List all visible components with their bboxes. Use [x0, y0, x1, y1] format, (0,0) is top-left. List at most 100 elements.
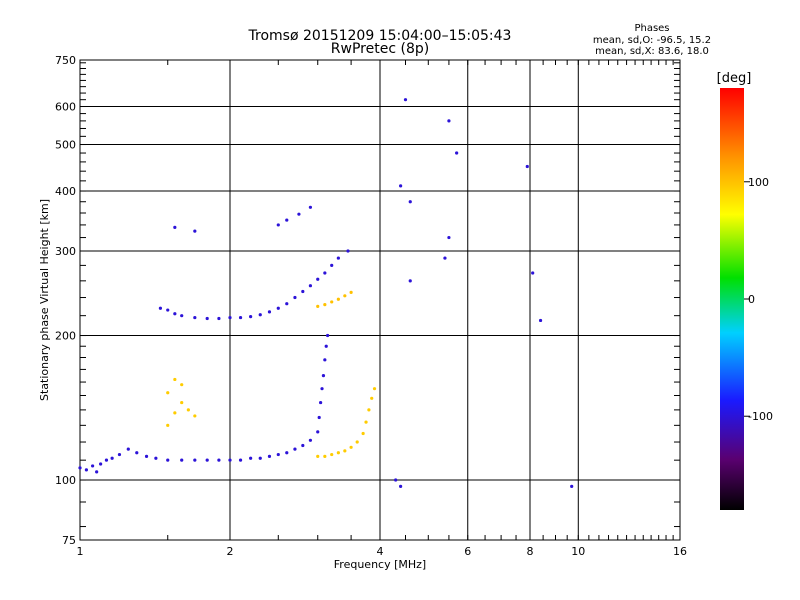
data-point: [361, 431, 365, 436]
data-point: [238, 315, 243, 320]
data-point: [399, 184, 403, 188]
colorbar-tick-label: 0: [748, 293, 755, 306]
data-point: [326, 333, 330, 338]
data-point: [205, 458, 209, 462]
colorbar: [deg] -100 0 100: [717, 71, 773, 510]
data-point: [91, 464, 95, 468]
data-point: [126, 447, 130, 451]
data-point: [297, 212, 301, 216]
data-point: [166, 423, 170, 427]
data-point: [186, 408, 190, 412]
data-point: [293, 295, 297, 300]
x-tick-label: 8: [527, 545, 534, 558]
data-point: [330, 263, 334, 267]
data-point: [443, 256, 447, 260]
y-tick-label: 600: [55, 101, 76, 114]
x-tick-label: 6: [464, 545, 471, 558]
data-point: [173, 312, 177, 316]
data-point: [217, 316, 221, 321]
x-tick-label: 4: [377, 545, 384, 558]
data-point: [180, 400, 184, 405]
y-tick-label: 750: [55, 54, 76, 67]
data-point: [78, 466, 82, 470]
data-point: [285, 451, 289, 455]
data-point: [330, 300, 334, 304]
data-point: [447, 119, 451, 123]
data-point: [180, 383, 184, 387]
data-point: [316, 454, 320, 459]
data-point: [249, 456, 253, 460]
chart-subtitle: RwPretec (8p): [331, 41, 429, 57]
x-tick-label: 16: [673, 545, 687, 558]
data-point: [367, 408, 371, 412]
x-tick-label: 2: [227, 545, 234, 558]
data-point: [349, 445, 353, 449]
data-point: [323, 454, 327, 459]
data-points: [78, 98, 574, 488]
phases-box-title: Phases: [634, 23, 669, 34]
data-point: [308, 284, 313, 288]
data-point: [320, 387, 324, 391]
colorbar-tick-label: -100: [748, 410, 773, 423]
data-point: [95, 470, 99, 474]
data-point: [370, 396, 374, 400]
colorbar-label: [deg]: [717, 71, 752, 86]
data-point: [455, 151, 459, 155]
data-point: [316, 430, 320, 434]
y-tick-label: 400: [55, 185, 76, 198]
data-point: [154, 456, 158, 460]
data-point: [99, 462, 103, 466]
data-point: [193, 414, 197, 418]
data-point: [205, 316, 209, 321]
y-tick-label: 500: [55, 139, 76, 152]
data-point: [144, 454, 149, 459]
data-point: [336, 451, 340, 455]
data-point: [447, 235, 451, 240]
data-point: [193, 458, 197, 462]
data-point: [166, 391, 170, 395]
data-point: [316, 277, 320, 281]
data-point: [285, 302, 289, 306]
data-point: [135, 451, 139, 455]
data-point: [538, 318, 543, 323]
x-tick-label: 10: [571, 545, 585, 558]
data-point: [525, 164, 529, 169]
data-point: [166, 308, 170, 312]
data-point: [323, 271, 327, 275]
data-point: [267, 310, 272, 314]
data-point: [258, 456, 262, 460]
data-point: [180, 458, 184, 462]
data-point: [531, 271, 535, 275]
data-point: [408, 200, 412, 204]
data-point: [173, 377, 177, 382]
data-point: [319, 400, 323, 405]
data-point: [570, 484, 574, 488]
data-point: [276, 306, 280, 310]
data-point: [330, 452, 334, 457]
data-point: [267, 454, 272, 459]
data-point: [158, 306, 163, 310]
y-tick-label: 75: [62, 534, 76, 547]
data-point: [349, 290, 353, 294]
data-point: [285, 218, 289, 222]
data-point: [346, 249, 350, 253]
data-point: [336, 297, 340, 301]
x-tick-label: 1: [77, 545, 84, 558]
x-axis-label: Frequency [MHz]: [334, 558, 426, 571]
colorbar-gradient: [720, 88, 744, 510]
data-point: [228, 458, 232, 462]
y-axis-label: Stationary phase Virtual Height [km]: [38, 199, 51, 401]
data-point: [399, 484, 403, 488]
data-point: [293, 447, 297, 451]
data-point: [104, 458, 109, 462]
data-point: [321, 374, 326, 378]
data-point: [364, 420, 368, 424]
phases-box-x-line: mean, sd,X: 83.6, 18.0: [595, 46, 709, 57]
y-tick-label: 100: [55, 474, 76, 487]
data-point: [343, 294, 347, 298]
data-point: [355, 440, 359, 444]
data-point: [84, 468, 88, 472]
data-point: [258, 313, 262, 317]
data-point: [301, 443, 305, 448]
data-point: [228, 315, 232, 320]
